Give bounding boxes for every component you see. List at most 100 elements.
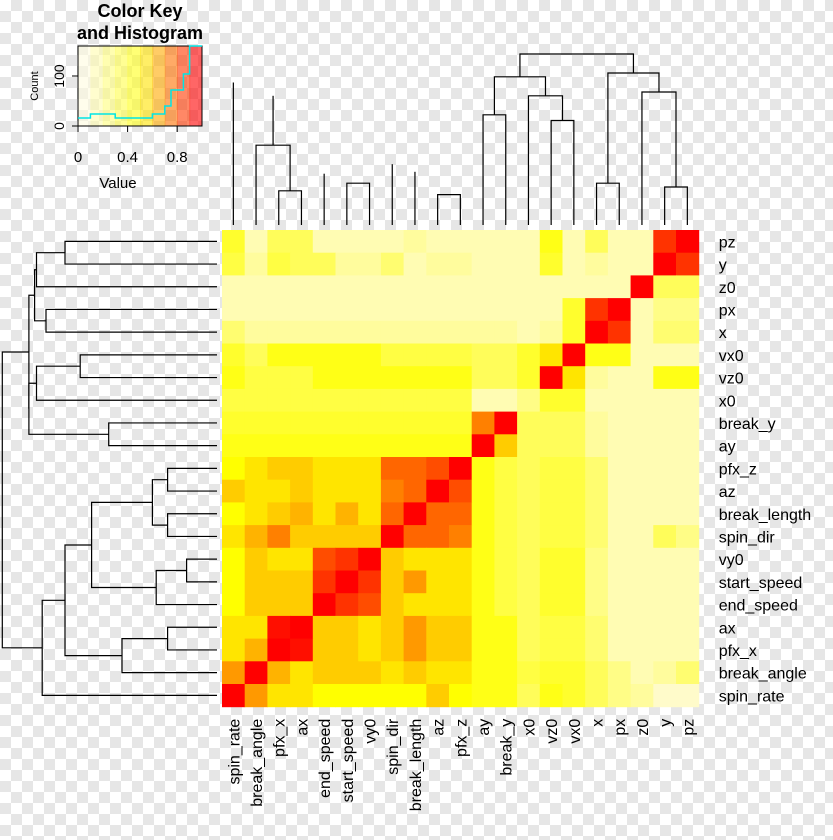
- heatmap-cell: [494, 343, 518, 367]
- heatmap-cell: [358, 411, 382, 435]
- heatmap-cell: [607, 298, 632, 322]
- heatmap-cell: [449, 615, 473, 640]
- row-label: break_angle: [719, 666, 807, 683]
- row-label: vz0: [719, 371, 744, 388]
- heatmap-cell: [607, 366, 632, 390]
- heatmap-cell: [222, 661, 246, 685]
- column-label: ax: [294, 719, 311, 736]
- heatmap-cell: [312, 411, 336, 435]
- heatmap-cell: [630, 457, 654, 481]
- heatmap-cell: [290, 615, 314, 640]
- color-key-swatch: [152, 46, 166, 126]
- row-label: spin_rate: [719, 688, 785, 705]
- heatmap-cell: [449, 684, 473, 708]
- heatmap-cell: [607, 434, 632, 458]
- heatmap-cell: [335, 366, 359, 390]
- heatmap-cell: [426, 343, 450, 367]
- heatmap-cell: [676, 661, 700, 685]
- heatmap-cell: [562, 366, 586, 390]
- heatmap-cell: [585, 638, 609, 662]
- column-label: pfx_z: [453, 719, 470, 757]
- heatmap-cell: [517, 638, 541, 662]
- heatmap-cell: [676, 275, 700, 299]
- heatmap-cell: [380, 479, 405, 503]
- heatmap-cell: [630, 343, 654, 367]
- row-dendrogram-branch: [186, 558, 217, 583]
- color-key-swatch: [102, 46, 116, 126]
- heatmap-cell: [335, 252, 359, 276]
- heatmap-cell: [562, 570, 586, 594]
- heatmap-cell: [335, 638, 359, 662]
- heatmap-cell: [653, 252, 677, 276]
- heatmap-cell: [449, 275, 473, 299]
- heatmap-cell: [676, 298, 700, 322]
- heatmap-cell: [494, 434, 518, 458]
- heatmap-cell: [312, 275, 336, 299]
- heatmap-cell: [517, 547, 541, 571]
- row-dendrogram-branch: [167, 513, 217, 538]
- heatmap-cell: [630, 230, 654, 254]
- heatmap-cell: [335, 434, 359, 458]
- heatmap-cell: [607, 547, 632, 571]
- heatmap-cell: [290, 320, 314, 344]
- heatmap-cell: [494, 502, 518, 526]
- heatmap-cell: [562, 547, 586, 571]
- heatmap-cell: [244, 638, 268, 662]
- heatmap-cell: [358, 547, 382, 571]
- color-key-frame: [77, 45, 203, 127]
- heatmap-cell: [471, 275, 495, 299]
- column-dendrogram-branch: [550, 119, 575, 225]
- heatmap-cell: [494, 252, 518, 276]
- heatmap-cell: [312, 434, 336, 458]
- heatmap-cell: [607, 638, 632, 662]
- heatmap-cell: [312, 525, 336, 549]
- heatmap-cell: [471, 388, 495, 413]
- heatmap-cell: [494, 388, 518, 413]
- heatmap-cell: [358, 479, 382, 503]
- heatmap-cell: [653, 457, 677, 481]
- heatmap-cell: [539, 525, 563, 549]
- heatmap-cell: [630, 479, 654, 503]
- column-dendrogram-branch: [437, 194, 461, 225]
- heatmap-cell: [290, 525, 314, 549]
- heatmap-cell: [380, 434, 405, 458]
- heatmap-cell: [358, 684, 382, 708]
- heatmap-cell: [562, 388, 586, 413]
- heatmap-cell: [517, 502, 541, 526]
- heatmap-cell: [403, 275, 427, 299]
- heatmap-cell: [290, 457, 314, 481]
- heatmap-cell: [267, 388, 291, 413]
- heatmap-cell: [290, 638, 314, 662]
- heatmap-cell: [426, 479, 450, 503]
- heatmap-cell: [471, 366, 495, 390]
- heatmap-cell: [244, 547, 268, 571]
- heatmap-cell: [630, 547, 654, 571]
- heatmap-cell: [676, 570, 700, 594]
- heatmap-cell: [426, 661, 450, 685]
- heatmap-cell: [380, 230, 405, 254]
- heatmap-cell: [653, 343, 677, 367]
- heatmap-cell: [494, 525, 518, 549]
- heatmap-cell: [335, 320, 359, 344]
- color-key-swatch: [90, 46, 104, 126]
- heatmap-cell: [585, 411, 609, 435]
- heatmap-cell: [312, 298, 336, 322]
- heatmap-cell: [539, 411, 563, 435]
- heatmap-cell: [380, 457, 405, 481]
- heatmap-cell: [517, 230, 541, 254]
- heatmap-cell: [607, 411, 632, 435]
- heatmap-cell: [335, 411, 359, 435]
- heatmap-cell: [471, 298, 495, 322]
- heatmap-cell: [653, 298, 677, 322]
- heatmap-cell: [562, 684, 586, 708]
- heatmap-cell: [539, 593, 563, 617]
- heatmap-cell: [517, 593, 541, 617]
- heatmap-cell: [267, 638, 291, 662]
- column-label: pz: [680, 719, 697, 736]
- heatmap-cell: [244, 320, 268, 344]
- heatmap-cell: [267, 411, 291, 435]
- heatmap-cell: [380, 570, 405, 594]
- heatmap-cell: [494, 661, 518, 685]
- heatmap-cell: [380, 525, 405, 549]
- row-label: z0: [719, 280, 736, 297]
